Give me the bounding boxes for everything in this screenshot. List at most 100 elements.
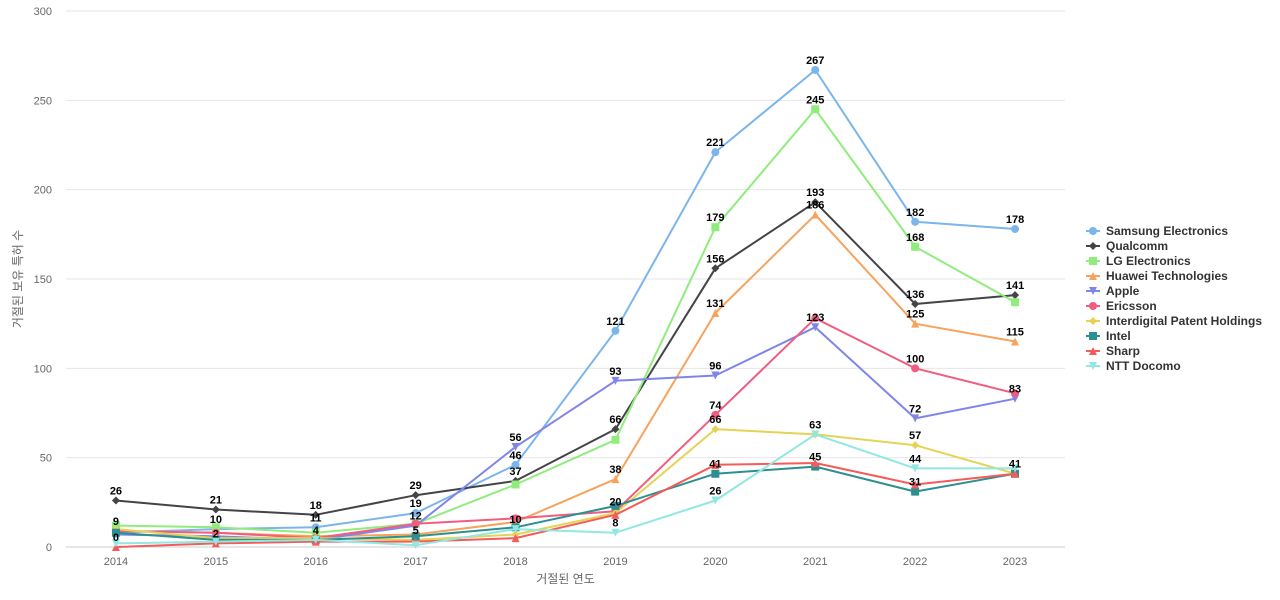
legend-item-huawei-technologies[interactable]: Huawei Technologies <box>1086 269 1228 283</box>
series-line-sharp[interactable] <box>115 462 1016 548</box>
point-ntt-docomo[interactable] <box>711 496 720 505</box>
series-sharp[interactable] <box>111 459 1020 551</box>
legend-marker[interactable] <box>1089 272 1097 280</box>
point-lg-electronics[interactable] <box>511 480 520 489</box>
series-lg-electronics[interactable] <box>111 105 1020 537</box>
point-samsung-electronics[interactable] <box>711 148 720 157</box>
legend-item-interdigital-patent-holdings[interactable]: Interdigital Patent Holdings <box>1086 314 1262 328</box>
point-apple[interactable] <box>611 376 620 385</box>
point-ntt-docomo[interactable] <box>411 541 420 550</box>
point-ntt-docomo[interactable] <box>111 539 120 548</box>
series-ntt-docomo[interactable] <box>111 430 1020 550</box>
point-lg-electronics[interactable] <box>911 242 920 251</box>
series-line-lg-electronics[interactable] <box>115 108 1016 534</box>
point-ntt-docomo[interactable] <box>1011 464 1020 473</box>
series-line-ericsson[interactable] <box>115 317 1016 540</box>
series-line-ntt-docomo[interactable] <box>115 433 1016 547</box>
series-ericsson[interactable] <box>111 314 1020 543</box>
point-sharp[interactable] <box>511 534 520 543</box>
point-interdigital-patent-holdings[interactable] <box>711 425 720 434</box>
series-line-interdigital-patent-holdings[interactable] <box>115 428 1016 541</box>
legend-marker[interactable] <box>1089 347 1097 355</box>
legend-marker[interactable] <box>1089 242 1097 250</box>
point-ericsson[interactable] <box>411 519 420 528</box>
point-lg-electronics[interactable] <box>1011 298 1020 307</box>
legend-marker[interactable] <box>1089 332 1097 340</box>
point-qualcomm[interactable] <box>1011 291 1020 300</box>
legend-marker[interactable] <box>1089 362 1097 370</box>
point-huawei-technologies[interactable] <box>1011 337 1020 346</box>
point-sharp[interactable] <box>1011 469 1020 478</box>
point-ericsson[interactable] <box>711 410 720 419</box>
point-lg-electronics[interactable] <box>711 223 720 232</box>
point-qualcomm[interactable] <box>611 425 620 434</box>
legend-item-lg-electronics[interactable]: LG Electronics <box>1086 254 1191 268</box>
point-ntt-docomo[interactable] <box>211 537 220 546</box>
point-ericsson[interactable] <box>511 514 520 523</box>
point-sharp[interactable] <box>911 480 920 489</box>
point-sharp[interactable] <box>711 460 720 469</box>
series-line-qualcomm[interactable] <box>115 201 1016 516</box>
series-huawei-technologies[interactable] <box>111 210 1020 541</box>
point-intel[interactable] <box>611 501 620 510</box>
point-qualcomm[interactable] <box>911 300 920 309</box>
point-sharp[interactable] <box>611 510 620 519</box>
series-line-samsung-electronics[interactable] <box>115 69 1016 534</box>
point-apple[interactable] <box>511 442 520 451</box>
legend-marker[interactable] <box>1089 302 1097 310</box>
point-ntt-docomo[interactable] <box>511 525 520 534</box>
point-lg-electronics[interactable] <box>611 435 620 444</box>
legend-item-apple[interactable]: Apple <box>1086 284 1140 298</box>
series-samsung-electronics[interactable] <box>111 65 1020 537</box>
point-ericsson[interactable] <box>1011 389 1020 398</box>
point-ntt-docomo[interactable] <box>311 535 320 544</box>
point-samsung-electronics[interactable] <box>411 509 420 518</box>
point-lg-electronics[interactable] <box>211 523 220 532</box>
legend-marker[interactable] <box>1089 257 1097 265</box>
point-ericsson[interactable] <box>811 314 820 323</box>
point-huawei-technologies[interactable] <box>711 308 720 317</box>
point-qualcomm[interactable] <box>311 510 320 519</box>
point-ericsson[interactable] <box>211 528 220 537</box>
point-samsung-electronics[interactable] <box>811 65 820 74</box>
point-samsung-electronics[interactable] <box>1011 224 1020 233</box>
point-samsung-electronics[interactable] <box>511 460 520 469</box>
point-ericsson[interactable] <box>911 364 920 373</box>
legend-item-samsung-electronics[interactable]: Samsung Electronics <box>1086 224 1228 238</box>
point-qualcomm[interactable] <box>711 264 720 273</box>
point-sharp[interactable] <box>811 459 820 468</box>
point-lg-electronics[interactable] <box>811 105 820 114</box>
point-huawei-technologies[interactable] <box>811 210 820 219</box>
point-ntt-docomo[interactable] <box>611 528 620 537</box>
point-qualcomm[interactable] <box>111 496 120 505</box>
legend-marker[interactable] <box>1089 317 1097 325</box>
legend-item-sharp[interactable]: Sharp <box>1086 344 1140 358</box>
point-ntt-docomo[interactable] <box>911 464 920 473</box>
point-qualcomm[interactable] <box>211 505 220 514</box>
point-qualcomm[interactable] <box>411 491 420 500</box>
point-intel[interactable] <box>711 469 720 478</box>
point-intel[interactable] <box>911 487 920 496</box>
point-samsung-electronics[interactable] <box>911 217 920 226</box>
point-apple[interactable] <box>811 323 820 332</box>
point-apple[interactable] <box>911 414 920 423</box>
legend-item-ntt-docomo[interactable]: NTT Docomo <box>1086 359 1181 373</box>
legend-item-intel[interactable]: Intel <box>1086 329 1131 343</box>
point-ntt-docomo[interactable] <box>811 430 820 439</box>
legend-marker[interactable] <box>1089 287 1097 295</box>
series-qualcomm[interactable] <box>111 198 1020 519</box>
legend-marker[interactable] <box>1089 227 1097 235</box>
point-huawei-technologies[interactable] <box>611 475 620 484</box>
point-intel[interactable] <box>411 532 420 541</box>
point-apple[interactable] <box>711 371 720 380</box>
series-line-huawei-technologies[interactable] <box>115 213 1016 538</box>
point-interdigital-patent-holdings[interactable] <box>911 441 920 450</box>
legend-item-qualcomm[interactable]: Qualcomm <box>1086 239 1168 253</box>
point-intel[interactable] <box>111 528 120 537</box>
point-qualcomm[interactable] <box>811 198 820 207</box>
legend-item-ericsson[interactable]: Ericsson <box>1086 299 1157 313</box>
point-huawei-technologies[interactable] <box>911 319 920 328</box>
point-samsung-electronics[interactable] <box>611 326 620 335</box>
series-line-apple[interactable] <box>115 326 1016 541</box>
